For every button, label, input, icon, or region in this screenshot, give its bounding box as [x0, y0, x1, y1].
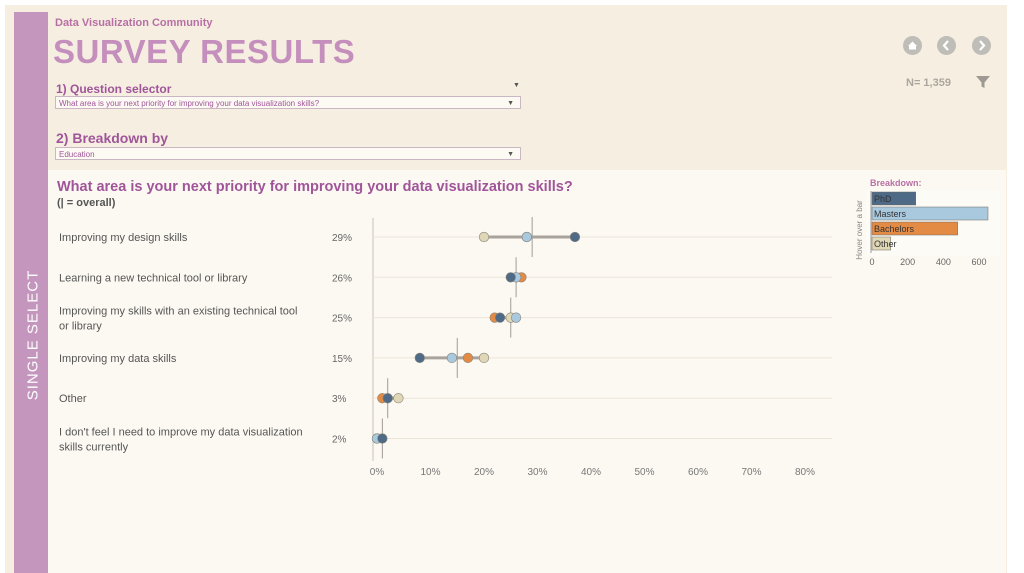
legend-tick-label: 400	[936, 257, 951, 267]
overall-value-label: 3%	[332, 394, 347, 405]
dot-other	[478, 352, 490, 364]
legend-bar-phd	[871, 191, 916, 206]
row-label: Improving my data skills	[59, 353, 177, 365]
chart-title: What area is your next priority for impr…	[57, 179, 573, 195]
respondent-count: N= 1,359	[906, 77, 951, 89]
breakdown-select[interactable]: Education ▼	[55, 147, 521, 160]
x-tick-label: 30%	[527, 467, 547, 478]
row-label: Learning a new technical tool or library	[59, 272, 248, 284]
dot-phd	[377, 433, 388, 444]
row-label: or library	[59, 321, 102, 333]
row-label: Improving my design skills	[59, 232, 188, 244]
x-tick-label: 50%	[634, 467, 654, 478]
row-label: I don't feel I need to improve my data v…	[59, 427, 303, 439]
chevron-down-icon[interactable]: ▼	[513, 82, 520, 89]
dot-phd	[569, 231, 581, 243]
dot-masters	[521, 231, 532, 243]
home-icon	[908, 41, 917, 50]
x-tick-label: 70%	[741, 467, 761, 478]
dot-phd	[494, 312, 506, 323]
row-label: Other	[59, 393, 87, 405]
question-select[interactable]: What area is your next priority for impr…	[55, 96, 521, 109]
legend-tick-label: 600	[972, 257, 987, 267]
filter-icon[interactable]	[975, 74, 991, 90]
chevron-right-icon	[979, 40, 986, 51]
chart-subtitle: (| = overall)	[57, 197, 116, 209]
dot-phd	[505, 272, 516, 283]
home-button[interactable]	[903, 36, 922, 55]
chevron-down-icon: ▼	[507, 151, 514, 158]
breakdown-select-value: Education	[59, 150, 95, 159]
x-tick-label: 80%	[795, 467, 815, 478]
legend-bar-label: Masters	[874, 209, 907, 219]
dot-other	[478, 231, 490, 243]
legend-bar-label: Other	[874, 239, 897, 249]
x-tick-label: 60%	[688, 467, 708, 478]
row-label: Improving my skills with an existing tec…	[59, 306, 297, 318]
page-title: SURVEY RESULTS	[53, 33, 356, 70]
legend-bar-label: Bachelors	[874, 224, 915, 234]
back-button[interactable]	[937, 36, 956, 55]
legend-tick-label: 200	[900, 257, 915, 267]
dot-other	[393, 393, 404, 404]
overall-value-label: 29%	[332, 233, 352, 244]
dot-masters	[446, 352, 458, 364]
x-tick-label: 20%	[474, 467, 494, 478]
question-select-value: What area is your next priority for impr…	[59, 99, 320, 108]
dot-phd	[382, 393, 393, 404]
dot-masters	[510, 312, 522, 323]
legend-bar-other	[871, 236, 891, 251]
legend-bar-label: PhD	[874, 194, 892, 204]
dot-bachelors	[462, 352, 474, 364]
legend-tick-label: 0	[869, 257, 874, 267]
legend-bar-bachelors	[871, 221, 958, 236]
overall-value-label: 15%	[332, 354, 352, 365]
dot-phd	[414, 352, 425, 364]
sidebar	[14, 12, 48, 573]
legend-bar-masters	[871, 206, 989, 221]
legend-hint: Hover over a bar	[855, 200, 864, 260]
breakdown-label: 2) Breakdown by	[56, 130, 169, 146]
x-tick-label: 0%	[370, 467, 385, 478]
overall-value-label: 26%	[332, 273, 352, 284]
x-tick-label: 10%	[420, 467, 440, 478]
next-button[interactable]	[972, 36, 991, 55]
overall-value-label: 25%	[332, 314, 352, 325]
overall-value-label: 2%	[332, 435, 347, 446]
chevron-left-icon	[942, 40, 949, 51]
row-label: skills currently	[59, 442, 129, 454]
x-tick-label: 40%	[581, 467, 601, 478]
chevron-down-icon: ▼	[507, 100, 514, 107]
org-name: Data Visualization Community	[55, 17, 213, 29]
question-selector-label: 1) Question selector	[56, 82, 172, 96]
legend-title: Breakdown:	[870, 178, 922, 188]
